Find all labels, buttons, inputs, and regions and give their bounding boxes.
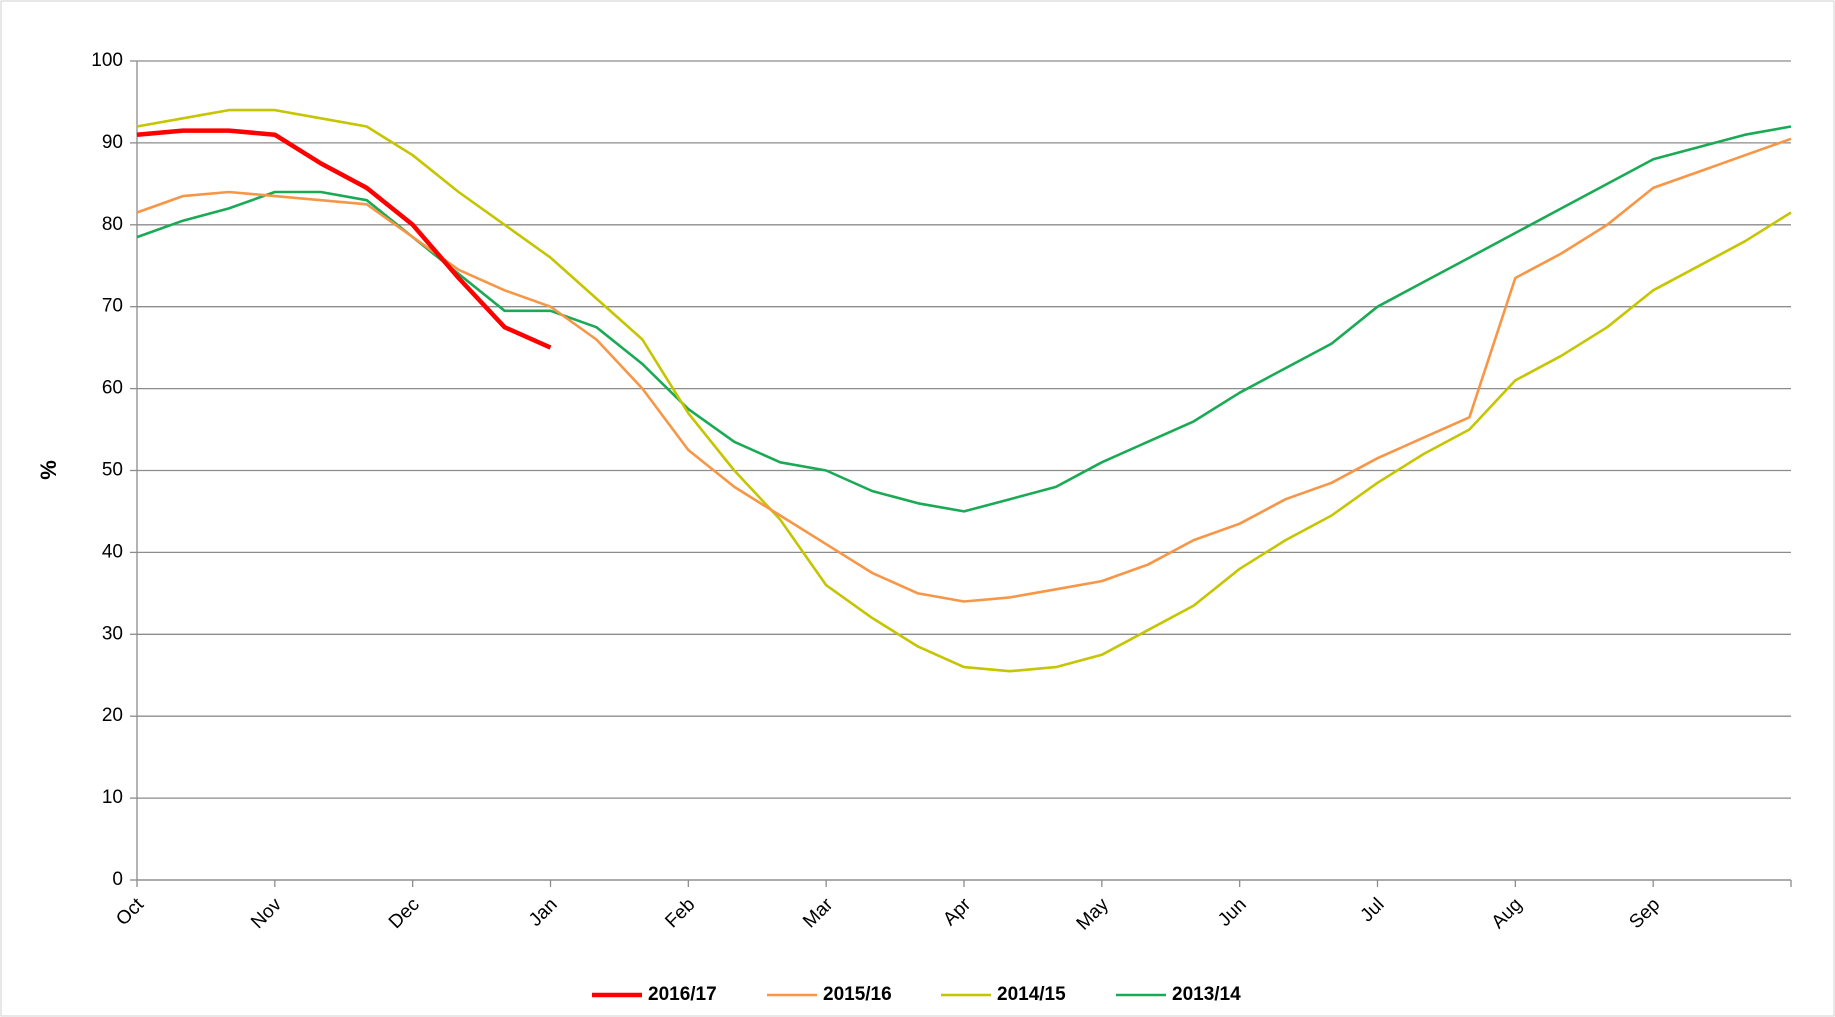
series-line (136, 137, 1792, 603)
x-tick-label: May (1073, 894, 1114, 935)
x-tick-label: Sep (1625, 894, 1664, 933)
series-line (136, 108, 1792, 673)
legend-label: 2015/16 (823, 984, 892, 1005)
series-line (136, 125, 1792, 513)
x-tick-label: Apr (939, 894, 975, 930)
x-tick-label: Oct (112, 894, 148, 930)
y-tick-label: 40 (102, 541, 123, 562)
x-tick-label: Jul (1357, 894, 1389, 926)
x-tick-label: Jan (525, 894, 562, 931)
x-tick-label: Nov (247, 894, 286, 933)
y-tick-label: 100 (91, 50, 123, 71)
series-line (136, 128, 552, 350)
legend-label: 2014/15 (997, 984, 1066, 1005)
y-tick-label: 80 (102, 214, 123, 235)
y-tick-label: 90 (102, 132, 123, 153)
x-tick-label: Dec (385, 894, 424, 933)
y-tick-label: 50 (102, 460, 123, 481)
x-tick-label: Mar (799, 894, 837, 932)
x-tick-label: Aug (1488, 894, 1527, 933)
y-tick-label: 30 (102, 623, 123, 644)
x-tick-label: Feb (661, 894, 699, 932)
y-axis-label: % (36, 460, 61, 480)
y-tick-label: 20 (102, 705, 123, 726)
y-tick-label: 10 (102, 787, 123, 808)
x-tick-label: Jun (1214, 894, 1251, 931)
y-tick-label: 70 (102, 296, 123, 317)
y-tick-label: 60 (102, 378, 123, 399)
legend-label: 2016/17 (648, 984, 717, 1005)
y-tick-label: 0 (112, 869, 123, 890)
legend-label: 2013/14 (1172, 984, 1241, 1005)
